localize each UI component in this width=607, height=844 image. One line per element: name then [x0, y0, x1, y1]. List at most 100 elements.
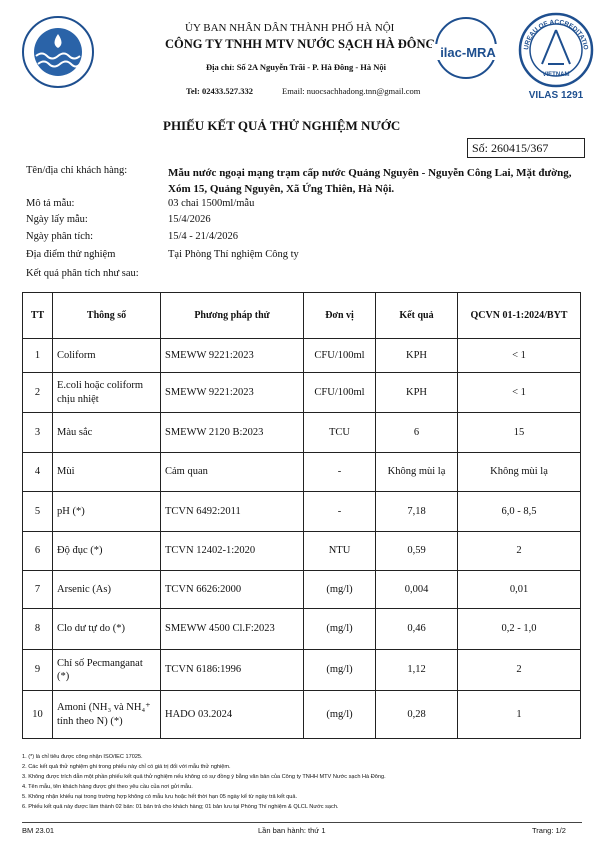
table-cell: CFU/100ml: [303, 338, 376, 373]
note: 1. (*) là chỉ tiêu được công nhận ISO/IE…: [22, 754, 143, 760]
table-cell: KPH: [375, 338, 458, 373]
title: PHIẾU KẾT QUẢ THỬ NGHIỆM NƯỚC: [163, 118, 401, 133]
table-cell: 1,12: [375, 649, 458, 691]
info-value: Tại Phòng Thí nghiệm Công ty: [168, 249, 299, 260]
table-cell: TCVN 6186:1996: [160, 649, 304, 691]
table-cell: Amoni (NH₃ và NH₄⁺ tính theo N) (*): [52, 690, 161, 739]
table-row: 6 Độ đục (*) TCVN 12402-1:2020 NTU 0,59 2: [22, 531, 581, 571]
table-cell: Chỉ số Pecmanganat (*): [52, 649, 161, 691]
table-row: 3 Màu sắc SMEWW 2120 B:2023 TCU 6 15: [22, 412, 581, 453]
info-label: Ngày phân tích:: [26, 231, 94, 242]
email: Email: nuocsachhadong.tnn@gmail.com: [282, 86, 421, 96]
table-cell: 1: [22, 338, 53, 373]
info-label: Mô tả mẫu:: [26, 198, 75, 209]
company-name: CÔNG TY TNHH MTV NƯỚC SẠCH HÀ ĐÔNG: [165, 37, 436, 51]
table-cell: Arsenic (As): [52, 570, 161, 609]
table-row: 1 Coliform SMEWW 9221:2023 CFU/100ml KPH < 1: [22, 338, 581, 373]
table-cell: (mg/l): [303, 690, 376, 739]
table-cell: TCU: [303, 412, 376, 453]
table-row: 5 pH (*) TCVN 6492:2011-7,18 6,0 - 8,5: [22, 491, 581, 532]
info-value: 03 chai 1500ml/mẫu: [168, 198, 255, 209]
table-cell: Không mùi lạ: [375, 452, 458, 492]
info-label: Địa điểm thử nghiệm: [26, 249, 116, 260]
table-cell: Màu sắc: [52, 412, 161, 453]
header-line1: ỦY BAN NHÂN DÂN THÀNH PHỐ HÀ NỘI: [185, 22, 395, 34]
note: 2. Các kết quả thử nghiệm ghi trong phiế…: [22, 764, 231, 770]
note: 5. Không nhận khiếu nại trong trường hợp…: [22, 794, 298, 800]
table-cell: 0,28: [375, 690, 458, 739]
notes: 1. (*) là chỉ tiêu được công nhận ISO/IE…: [22, 752, 386, 812]
table-row: 9 Chỉ số Pecmanganat (*) TCVN 6186:1996 (mg…: [22, 649, 581, 691]
table-cell: 4: [22, 452, 53, 492]
info-value: Mẫu nước ngoại mạng trạm cấp nước Quảng …: [168, 167, 572, 195]
accreditation-logos: ilac-MRA BUREAU OF ACCREDITATION VIETNAM…: [428, 12, 594, 100]
ilac-text: ilac-MRA: [440, 45, 496, 60]
table-cell: 1: [457, 690, 581, 739]
company-logo: [22, 16, 94, 88]
table-row: 7 Arsenic (As) TCVN 6626:2000 (mg/l) 0,004 0,…: [22, 570, 581, 609]
table-cell: -: [303, 491, 376, 532]
table-cell: TCVN 12402-1:2020: [160, 531, 304, 571]
table-cell: 10: [22, 690, 53, 739]
table-cell: 0,004: [375, 570, 458, 609]
header-cell: TT: [22, 292, 53, 339]
address: Địa chỉ: Số 2A Nguyễn Trãi - P. Hà Đông …: [206, 62, 387, 72]
table-cell: < 1: [457, 372, 581, 413]
table-cell: Không mùi lạ: [457, 452, 581, 492]
header-row: TT Thông số Phương pháp thử Đơn vị Kết quả QC…: [22, 292, 581, 339]
table-row: 10 Amoni (NH₃ và NH₄⁺ tính theo N) (*) HAD…: [22, 690, 581, 739]
table-cell: -: [303, 452, 376, 492]
table-cell: 2: [457, 649, 581, 691]
table-row: 8 Clo dư tự do (*) SMEWW 4500 Cl.F:2023 (mg…: [22, 608, 581, 650]
badge-bottom-text: VIETNAM: [543, 72, 570, 78]
table-cell: 6,0 - 8,5: [457, 491, 581, 532]
table-cell: Cảm quan: [160, 452, 304, 492]
header-cell: QCVN 01-1:2024/BYT: [457, 292, 581, 339]
table-cell: SMEWW 4500 Cl.F:2023: [160, 608, 304, 650]
table-cell: pH (*): [52, 491, 161, 532]
table-cell: 0,59: [375, 531, 458, 571]
table-cell: 8: [22, 608, 53, 650]
info-value: 15/4 - 21/4/2026: [168, 231, 238, 242]
info-label: Tên/địa chỉ khách hàng:: [26, 165, 128, 176]
table-cell: 3: [22, 412, 53, 453]
table-cell: 7: [22, 570, 53, 609]
table-cell: CFU/100ml: [303, 372, 376, 413]
table-cell: Clo dư tự do (*): [52, 608, 161, 650]
header-cell: Đơn vị: [303, 292, 376, 339]
page-number: Trang: 1/2: [532, 826, 566, 835]
results-intro: Kết quả phân tích như sau:: [26, 268, 139, 279]
info-label: Ngày lấy mẫu:: [26, 214, 88, 225]
note: 6. Phiếu kết quả này được làm thành 02 b…: [22, 804, 339, 810]
table-cell: (mg/l): [303, 570, 376, 609]
tel: Tel: 02433.527.332: [186, 86, 253, 96]
table-cell: SMEWW 9221:2023: [160, 338, 304, 373]
issue: Lần ban hành: thứ 1: [258, 826, 326, 835]
table-cell: KPH: [375, 372, 458, 413]
table-cell: 2: [22, 372, 53, 413]
table-cell: Độ đục (*): [52, 531, 161, 571]
table-row: 2 E.coli hoặc coliform chịu nhiệt SMEWW 92…: [22, 372, 581, 413]
table-cell: 2: [457, 531, 581, 571]
table-cell: 9: [22, 649, 53, 691]
table-cell: Coliform: [52, 338, 161, 373]
table-cell: 5: [22, 491, 53, 532]
table-cell: < 1: [457, 338, 581, 373]
footer-rule: [22, 822, 582, 823]
note: 3. Không được trích dẫn một phần phiếu k…: [22, 774, 386, 780]
table-cell: Mùi: [52, 452, 161, 492]
table-cell: SMEWW 2120 B:2023: [160, 412, 304, 453]
header-cell: Kết quả: [375, 292, 458, 339]
table-cell: (mg/l): [303, 608, 376, 650]
table-cell: HADO 03.2024: [160, 690, 304, 739]
header-cell: Thông số: [52, 292, 161, 339]
table-cell: 15: [457, 412, 581, 453]
results-table: TT Thông số Phương pháp thử Đơn vị Kết quả QC…: [22, 292, 581, 739]
table-row: 4 Mùi Cảm quan - Không mùi lạ Không mùi lạ: [22, 452, 581, 492]
table-cell: E.coli hoặc coliform chịu nhiệt: [52, 372, 161, 413]
header-cell: Phương pháp thử: [160, 292, 304, 339]
table-cell: 6: [375, 412, 458, 453]
table-cell: 0,01: [457, 570, 581, 609]
info-value: 15/4/2026: [168, 214, 211, 225]
